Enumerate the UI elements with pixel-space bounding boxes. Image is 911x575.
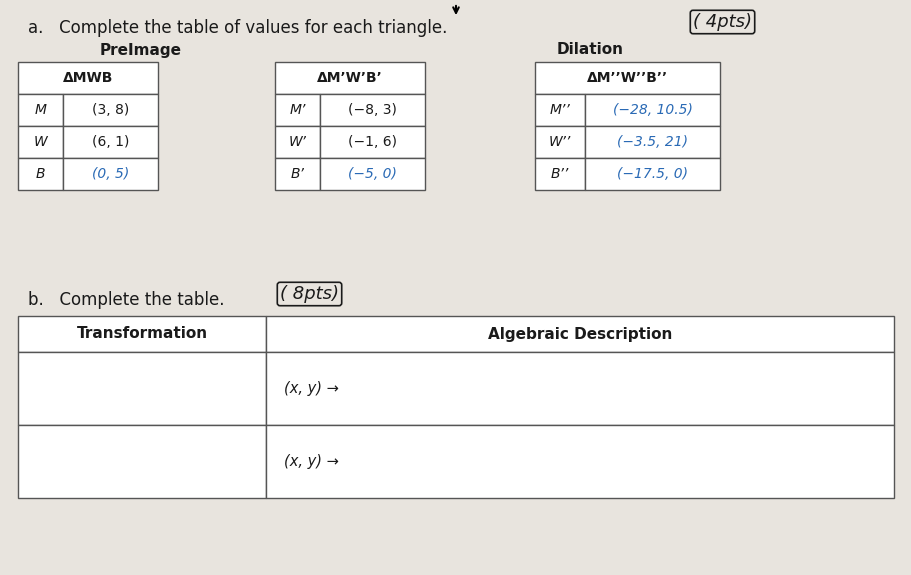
Bar xyxy=(266,352,894,425)
Text: (−8, 3): (−8, 3) xyxy=(348,103,397,117)
Bar xyxy=(18,425,266,498)
Text: ΔM’W’B’: ΔM’W’B’ xyxy=(317,71,383,85)
Text: (x, y) →: (x, y) → xyxy=(284,381,339,396)
Text: B’: B’ xyxy=(291,167,304,181)
Text: W: W xyxy=(34,135,47,149)
Bar xyxy=(275,94,320,126)
Text: ( 4pts): ( 4pts) xyxy=(693,13,752,31)
Text: M’’: M’’ xyxy=(549,103,570,117)
Bar xyxy=(266,425,894,498)
Text: Algebraic Description: Algebraic Description xyxy=(487,327,672,342)
Bar xyxy=(63,158,158,190)
Text: (−1, 6): (−1, 6) xyxy=(348,135,397,149)
Bar xyxy=(275,126,320,158)
Bar xyxy=(18,158,63,190)
Bar xyxy=(535,158,585,190)
Text: Transformation: Transformation xyxy=(77,327,208,342)
Bar xyxy=(275,62,425,94)
Text: (3, 8): (3, 8) xyxy=(92,103,129,117)
Bar xyxy=(275,158,320,190)
Bar xyxy=(320,94,425,126)
Text: W’: W’ xyxy=(289,135,306,149)
Bar xyxy=(535,126,585,158)
Bar xyxy=(320,126,425,158)
Bar xyxy=(535,94,585,126)
Bar xyxy=(585,158,720,190)
Text: ( 8pts): ( 8pts) xyxy=(280,285,339,303)
Text: a.   Complete the table of values for each triangle.: a. Complete the table of values for each… xyxy=(28,19,447,37)
Bar xyxy=(18,94,63,126)
Text: (−3.5, 21): (−3.5, 21) xyxy=(617,135,688,149)
Text: PreImage: PreImage xyxy=(100,43,182,58)
Bar xyxy=(63,94,158,126)
Bar xyxy=(18,316,266,352)
Text: W’’: W’’ xyxy=(548,135,571,149)
Text: ΔMWB: ΔMWB xyxy=(63,71,113,85)
Text: B’’: B’’ xyxy=(551,167,569,181)
Text: M’: M’ xyxy=(290,103,306,117)
Text: ΔM’’W’’B’’: ΔM’’W’’B’’ xyxy=(587,71,668,85)
Text: M: M xyxy=(35,103,46,117)
Bar xyxy=(63,126,158,158)
Text: (6, 1): (6, 1) xyxy=(92,135,129,149)
Text: (0, 5): (0, 5) xyxy=(92,167,129,181)
Bar xyxy=(535,62,720,94)
Text: b.   Complete the table.: b. Complete the table. xyxy=(28,291,224,309)
Text: (−5, 0): (−5, 0) xyxy=(348,167,397,181)
Text: Dilation: Dilation xyxy=(557,43,623,58)
Bar xyxy=(320,158,425,190)
Bar xyxy=(585,94,720,126)
Text: (−17.5, 0): (−17.5, 0) xyxy=(617,167,688,181)
Bar xyxy=(18,62,158,94)
Text: (−28, 10.5): (−28, 10.5) xyxy=(612,103,692,117)
Bar xyxy=(18,352,266,425)
Text: B: B xyxy=(36,167,46,181)
Bar xyxy=(585,126,720,158)
Bar xyxy=(266,316,894,352)
Text: (x, y) →: (x, y) → xyxy=(284,454,339,469)
Bar xyxy=(18,126,63,158)
